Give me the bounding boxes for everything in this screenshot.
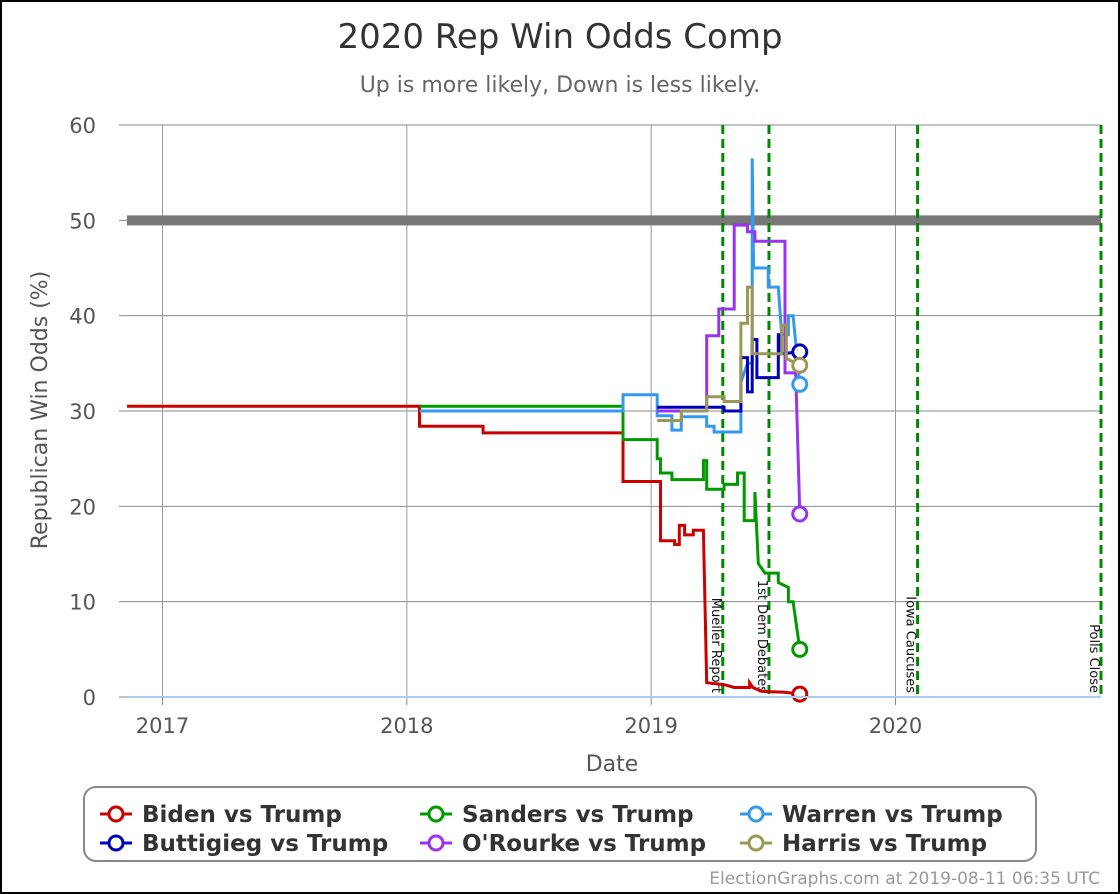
legend-swatch-marker [107, 834, 125, 852]
y-tick-label: 20 [69, 495, 96, 519]
series-line [657, 285, 801, 422]
event-label: 1st Dem Debates [754, 580, 769, 693]
legend-label: Harris vs Trump [782, 831, 987, 857]
chart-title: 2020 Rep Win Odds Comp [337, 17, 782, 57]
y-tick-label: 10 [69, 591, 96, 615]
series-end-marker [791, 375, 809, 393]
legend-swatch-marker [107, 805, 125, 823]
legend-label: Warren vs Trump [782, 802, 1003, 828]
series-line [657, 333, 800, 413]
y-tick-label: 50 [69, 209, 96, 233]
series-end-marker [791, 640, 809, 658]
legend: Biden vs Trump Sanders vs Trump Warren vs … [83, 786, 1037, 862]
chart-subtitle: Up is more likely, Down is less likely. [360, 73, 761, 98]
legend-label: Biden vs Trump [142, 802, 342, 828]
y-tick-label: 0 [83, 686, 96, 710]
x-tick-label: 2017 [136, 714, 189, 738]
series-end-marker [791, 505, 809, 523]
legend-swatch-marker [747, 805, 765, 823]
series-line [419, 158, 802, 434]
series-lines [127, 158, 809, 703]
legend-label: Buttigieg vs Trump [142, 831, 388, 857]
series-end-marker [791, 685, 809, 703]
legend-label: O'Rourke vs Trump [462, 831, 706, 857]
event-label: Polls Close [1086, 624, 1101, 693]
axes: 0 10 20 30 40 50 60 2017 2018 2019 2020 [69, 114, 1101, 738]
legend-swatch-marker [427, 805, 445, 823]
legend-swatch-marker [427, 834, 445, 852]
y-axis-label: Republican Win Odds (%) [28, 271, 53, 550]
x-tick-label: 2018 [380, 714, 433, 738]
x-tick-label: 2019 [624, 714, 677, 738]
series-end-marker [791, 356, 809, 374]
event-label: Mueller Report [708, 598, 723, 693]
footer-credit: ElectionGraphs.com at 2019-08-11 06:35 U… [709, 869, 1100, 889]
y-tick-label: 60 [69, 114, 96, 138]
series-line [419, 404, 802, 650]
legend-swatch-marker [747, 834, 765, 852]
x-axis-label: Date [586, 752, 639, 777]
y-tick-label: 30 [69, 400, 96, 424]
event-label: Iowa Caucuses [903, 596, 918, 693]
legend-box [83, 786, 1037, 862]
y-tick-label: 40 [69, 305, 96, 329]
series-line [127, 404, 800, 696]
legend-label: Sanders vs Trump [462, 802, 694, 828]
x-tick-label: 2020 [869, 714, 922, 738]
